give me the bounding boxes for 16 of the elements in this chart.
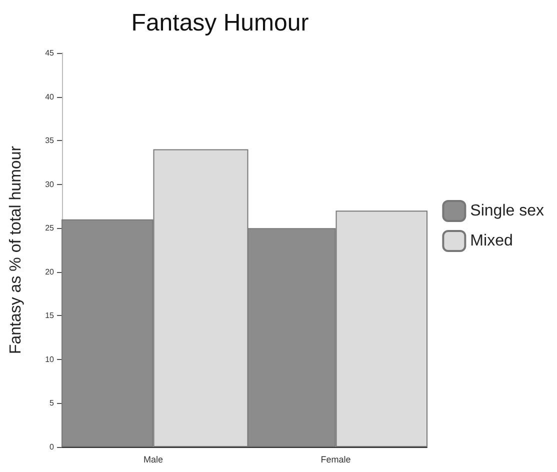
x-tick-label: Male [143,454,164,464]
chart-title: Fantasy Humour [131,10,309,36]
y-tick-label: 40 [45,92,55,102]
legend-label: Single sex [470,202,544,220]
y-tick-label: 25 [45,224,55,233]
y-tick-label: 45 [45,48,55,58]
y-tick-label: 35 [45,136,55,146]
y-axis-title: Fantasy as % of total humour [8,145,24,354]
y-tick-label: 5 [50,398,55,408]
y-tick-label: 0 [50,442,55,452]
y-tick-label: 15 [45,311,55,320]
legend-label: Mixed [470,232,513,250]
y-tick-label: 30 [45,180,55,189]
y-tick-label: 20 [45,267,55,276]
x-tick-label: Female [320,454,351,464]
y-tick-label: 10 [45,354,55,364]
